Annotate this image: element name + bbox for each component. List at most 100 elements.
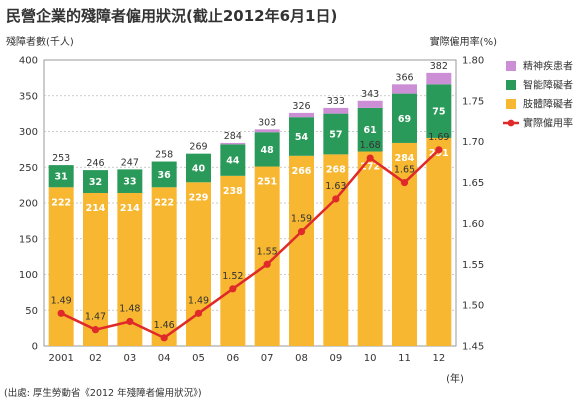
x-tick-label: 08 [295,353,308,364]
rate-value-label: 1.55 [257,246,278,257]
bar-value-label: 33 [123,177,136,188]
bar-group: 222 31 253 214 32 246 214 33 247 222 36 258 229 40 269… [48,61,452,346]
bar-value-label: 54 [295,132,309,143]
x-tick-label: 09 [329,353,342,364]
bar-value-label: 222 [51,197,71,208]
rate-point [332,195,340,203]
rate-point [229,285,237,293]
gridlines [43,59,457,347]
bar-total-label: 258 [155,150,173,161]
legend-label: 實際僱用率 [523,117,573,130]
bar-segment [83,170,108,193]
bar-value-label: 266 [292,166,312,177]
x-tick-label: 10 [364,353,377,364]
bar-segment [254,129,280,133]
y-left-tick-label: 400 [19,56,38,67]
x-tick-label: 06 [226,353,239,364]
rate-value-label: 1.69 [428,132,449,143]
bar-segment [323,113,349,155]
rate-value-label: 1.46 [154,320,175,331]
bar-value-label: 284 [395,153,415,164]
rate-point [435,146,443,154]
legend-swatch [506,99,516,109]
rate-point [366,154,374,162]
bar-value-label: 238 [223,186,243,197]
y-left-tick-label: 50 [25,306,38,317]
legend-label: 肢體障礙者 [523,98,573,111]
y-left-tick-label: 100 [19,270,38,281]
rate-value-label: 1.49 [188,295,209,306]
bar-segment [117,169,143,193]
bar-value-label: 57 [329,130,342,141]
rate-value-label: 1.63 [325,181,346,192]
legend-label: 精神疾患者 [523,60,573,73]
bar-segment [254,132,280,167]
legend-swatch [506,61,516,71]
rate-value-label: 1.65 [394,165,415,176]
bar-value-label: 48 [261,145,275,156]
bar-total-label: 269 [189,142,207,153]
bar-segment [426,84,452,138]
x-tick-label: 03 [123,353,136,364]
bar-segment [426,137,452,346]
bar-value-label: 31 [55,172,68,183]
bar-segment [357,100,383,108]
rate-value-label: 1.52 [222,271,243,282]
bar-segment [392,93,417,143]
bar-value-label: 268 [326,164,346,175]
bar-segment [186,182,211,346]
bar-segment [289,112,314,118]
bar-total-label: 366 [395,72,413,83]
source-note: (出處: 厚生勞動省《2012 年殘障者僱用狀況》) [4,387,202,399]
bar-value-label: 229 [189,192,209,203]
bar-segment [151,187,177,346]
bar-segment [48,187,74,346]
bar-total-label: 333 [327,96,345,107]
rate-line-group: 1.49 1.47 1.48 1.46 1.49 1.52 1.55 1.59 1.63 1.68… [51,132,449,342]
y-right-tick-label: 1.65 [462,178,484,189]
y-left-axis-title: 殘障者數(千人) [6,35,74,48]
y-right-tick-label: 1.70 [462,137,484,148]
chart-title: 民營企業的殘障者僱用狀況(截止2012年6月1日) [6,7,337,25]
rate-line [60,148,440,340]
bar-total-label: 247 [121,157,139,168]
rate-value-label: 1.49 [51,295,72,306]
y-left-tick-label: 250 [19,163,38,174]
x-tick-label: 07 [261,353,274,364]
bar-value-label: 44 [226,156,240,167]
y-right-tick-label: 1.50 [462,301,484,312]
rate-point [57,309,65,317]
y-right-tick-label: 1.60 [462,219,484,230]
x-tick-label: 04 [158,353,171,364]
bar-segment [357,151,383,346]
rate-point [160,334,168,342]
rate-point [297,228,306,236]
bar-segment [392,84,417,94]
bar-segment [323,154,349,346]
rate-point [126,317,134,326]
bar-total-label: 343 [361,89,379,100]
bar-segment [357,107,383,152]
x-tick-label: 05 [192,353,205,364]
bar-segment [323,107,349,114]
legend-swatch [506,80,516,90]
rate-point [91,326,100,334]
rate-value-label: 1.59 [291,214,312,225]
x-tick-label: 12 [432,353,445,364]
bar-value-label: 214 [120,203,140,214]
bar-total-label: 303 [258,117,276,128]
y-left-tick-label: 150 [19,234,38,245]
legend-marker [507,119,515,127]
bar-total-label: 326 [292,101,310,112]
x-tick-label: 02 [89,353,102,364]
bar-segment [83,192,108,346]
bar-segment [289,155,314,346]
y-right-tick-label: 1.75 [462,96,484,107]
bar-value-label: 272 [360,162,380,173]
bar-value-label: 251 [257,177,277,188]
y-left-tick-label: 350 [19,91,38,102]
bar-segment [151,161,177,188]
legend-label: 智能障礙者 [523,79,573,92]
